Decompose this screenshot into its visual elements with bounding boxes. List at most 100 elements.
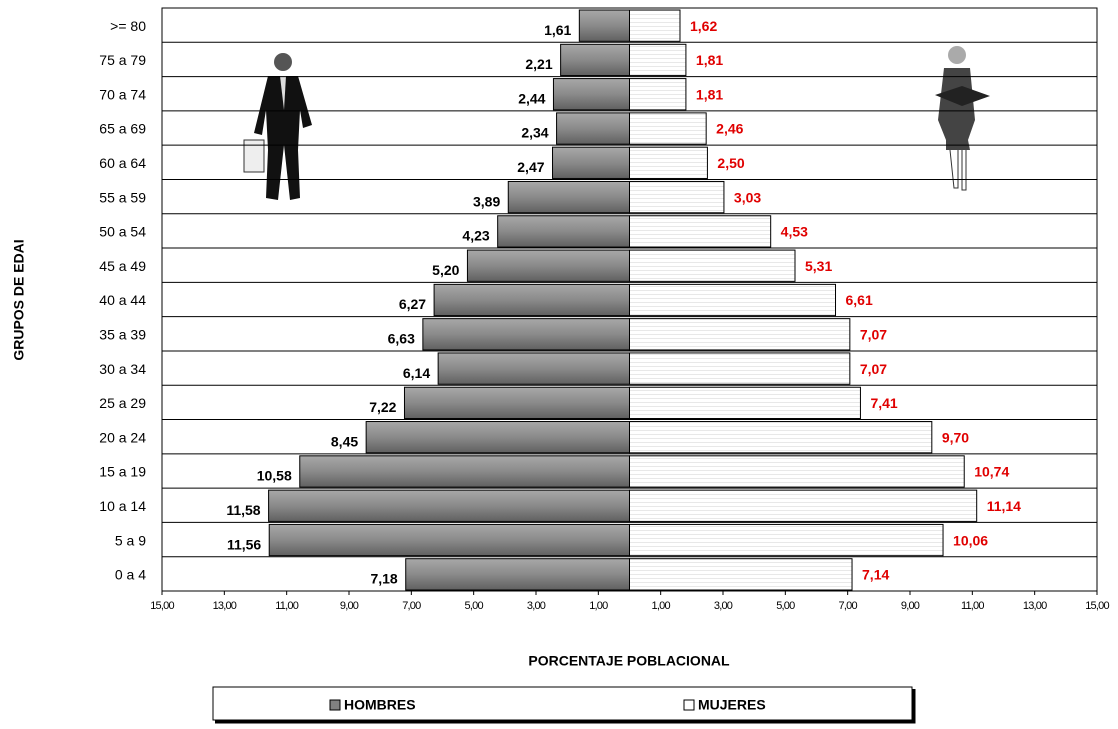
value-label: 1,61: [544, 22, 571, 38]
x-tick-label: 7,00: [839, 600, 858, 612]
male-bar: [438, 353, 629, 384]
x-tick-label: 15,00: [150, 600, 174, 612]
chart: GRUPOS DE EDAI PORCENTAJE POBLACIONAL 15…: [0, 0, 1118, 729]
female-bar: [630, 353, 850, 384]
value-label: 6,63: [388, 330, 415, 346]
female-bar: [630, 250, 795, 281]
x-tick-label: 1,00: [652, 600, 671, 612]
female-bar: [630, 79, 686, 110]
value-label: 10,74: [974, 464, 1009, 480]
x-axis-label: PORCENTAJE POBLACIONAL: [528, 653, 730, 669]
x-tick-label: 11,00: [275, 600, 298, 612]
x-tick-label: 9,00: [340, 600, 359, 612]
value-label: 2,46: [716, 121, 743, 137]
female-bar: [630, 524, 944, 555]
male-bar: [508, 181, 629, 212]
legend-swatch: [330, 700, 340, 710]
value-label: 5,31: [805, 258, 832, 274]
male-bar: [553, 147, 630, 178]
x-tick-label: 13,00: [213, 600, 237, 612]
x-tick-label: 5,00: [465, 600, 484, 612]
value-label: 10,58: [257, 468, 292, 484]
value-label: 11,56: [227, 536, 261, 552]
female-bar: [630, 10, 680, 41]
value-label: 7,22: [369, 399, 396, 415]
value-label: 7,18: [370, 571, 397, 587]
y-tick-label: 15 a 19: [99, 464, 146, 480]
male-bar: [269, 524, 629, 555]
value-label: 2,44: [518, 90, 545, 106]
value-label: 4,53: [781, 224, 808, 240]
male-bar: [406, 559, 630, 590]
male-bar: [498, 216, 630, 247]
x-tick-label: 9,00: [901, 600, 920, 612]
x-tick-label: 1,00: [589, 600, 608, 612]
legend-swatch: [684, 700, 694, 710]
y-tick-label: 50 a 54: [99, 224, 146, 240]
female-bar: [630, 284, 836, 315]
y-tick-label: 40 a 44: [99, 292, 146, 308]
male-bar: [467, 250, 629, 281]
man-figure: [244, 53, 312, 200]
woman-figure: [935, 46, 990, 190]
value-label: 2,21: [525, 56, 552, 72]
value-label: 1,62: [690, 18, 717, 34]
male-bar: [423, 319, 630, 350]
value-label: 7,07: [860, 326, 887, 342]
female-bar: [630, 181, 724, 212]
x-tick-label: 13,00: [1023, 600, 1047, 612]
value-label: 2,47: [517, 159, 544, 175]
value-label: 7,41: [870, 395, 897, 411]
value-label: 3,89: [473, 193, 500, 209]
y-tick-label: 70 a 74: [99, 86, 146, 102]
value-label: 11,14: [987, 498, 1021, 514]
x-tick-label: 7,00: [402, 600, 421, 612]
male-bar: [404, 387, 629, 418]
value-label: 2,50: [717, 155, 744, 171]
x-tick-label: 15,00: [1085, 600, 1109, 612]
value-label: 3,03: [734, 189, 761, 205]
value-label: 8,45: [331, 433, 358, 449]
female-bar: [630, 319, 850, 350]
male-bar: [269, 490, 630, 521]
y-tick-label: 0 a 4: [115, 567, 146, 583]
value-label: 7,07: [860, 361, 887, 377]
value-label: 10,06: [953, 532, 988, 548]
female-bar: [630, 147, 708, 178]
value-label: 4,23: [462, 228, 489, 244]
male-bar: [366, 422, 629, 453]
legend-box: [213, 687, 912, 720]
value-label: 6,61: [846, 292, 873, 308]
female-bar: [630, 559, 853, 590]
value-label: 7,14: [862, 567, 889, 583]
x-tick-label: 3,00: [527, 600, 546, 612]
female-bar: [630, 216, 771, 247]
y-tick-label: 20 a 24: [99, 429, 146, 445]
value-label: 2,34: [521, 125, 548, 141]
y-tick-label: 35 a 39: [99, 326, 146, 342]
y-tick-label: >= 80: [110, 18, 146, 34]
y-tick-label: 5 a 9: [115, 532, 146, 548]
y-tick-label: 60 a 64: [99, 155, 146, 171]
male-bar: [300, 456, 630, 487]
female-bar: [630, 113, 707, 144]
value-label: 6,27: [399, 296, 426, 312]
legend-label: MUJERES: [698, 697, 766, 713]
y-tick-label: 30 a 34: [99, 361, 146, 377]
male-bar: [579, 10, 629, 41]
y-tick-label: 45 a 49: [99, 258, 146, 274]
y-axis-label: GRUPOS DE EDAI: [11, 239, 27, 360]
value-label: 6,14: [403, 365, 430, 381]
value-label: 1,81: [696, 52, 723, 68]
y-tick-label: 65 a 69: [99, 121, 146, 137]
male-bar: [553, 79, 629, 110]
male-bar: [434, 284, 629, 315]
value-label: 9,70: [942, 429, 969, 445]
male-bar: [557, 113, 630, 144]
x-tick-label: 5,00: [776, 600, 795, 612]
value-label: 11,58: [226, 502, 260, 518]
y-tick-label: 25 a 29: [99, 395, 146, 411]
female-bar: [630, 490, 977, 521]
female-bar: [630, 44, 686, 75]
female-bar: [630, 387, 861, 418]
